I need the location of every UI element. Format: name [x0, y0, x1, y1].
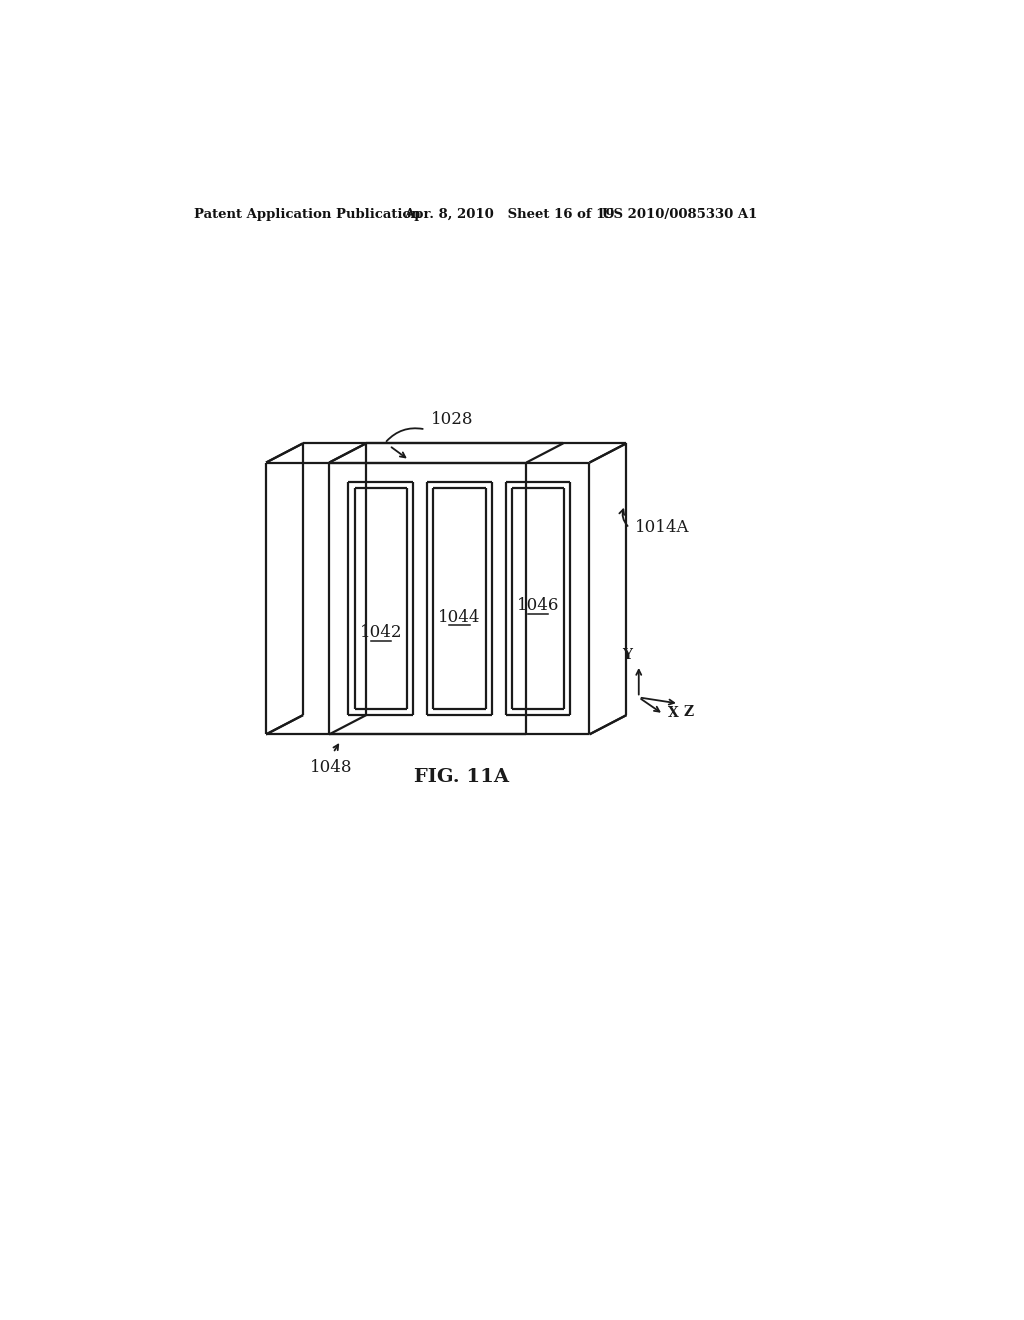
Text: 1014A: 1014A: [635, 520, 689, 536]
Text: 1042: 1042: [359, 624, 402, 642]
Text: 1028: 1028: [431, 411, 473, 428]
Text: 1048: 1048: [309, 759, 352, 776]
Text: FIG. 11A: FIG. 11A: [414, 768, 509, 787]
Text: 1044: 1044: [438, 609, 480, 626]
Text: X: X: [668, 706, 679, 719]
Text: Y: Y: [623, 648, 633, 663]
Text: Patent Application Publication: Patent Application Publication: [194, 209, 421, 222]
Text: Apr. 8, 2010   Sheet 16 of 19: Apr. 8, 2010 Sheet 16 of 19: [403, 209, 614, 222]
Text: Z: Z: [683, 705, 693, 719]
Text: 1046: 1046: [517, 597, 559, 614]
Text: US 2010/0085330 A1: US 2010/0085330 A1: [602, 209, 757, 222]
